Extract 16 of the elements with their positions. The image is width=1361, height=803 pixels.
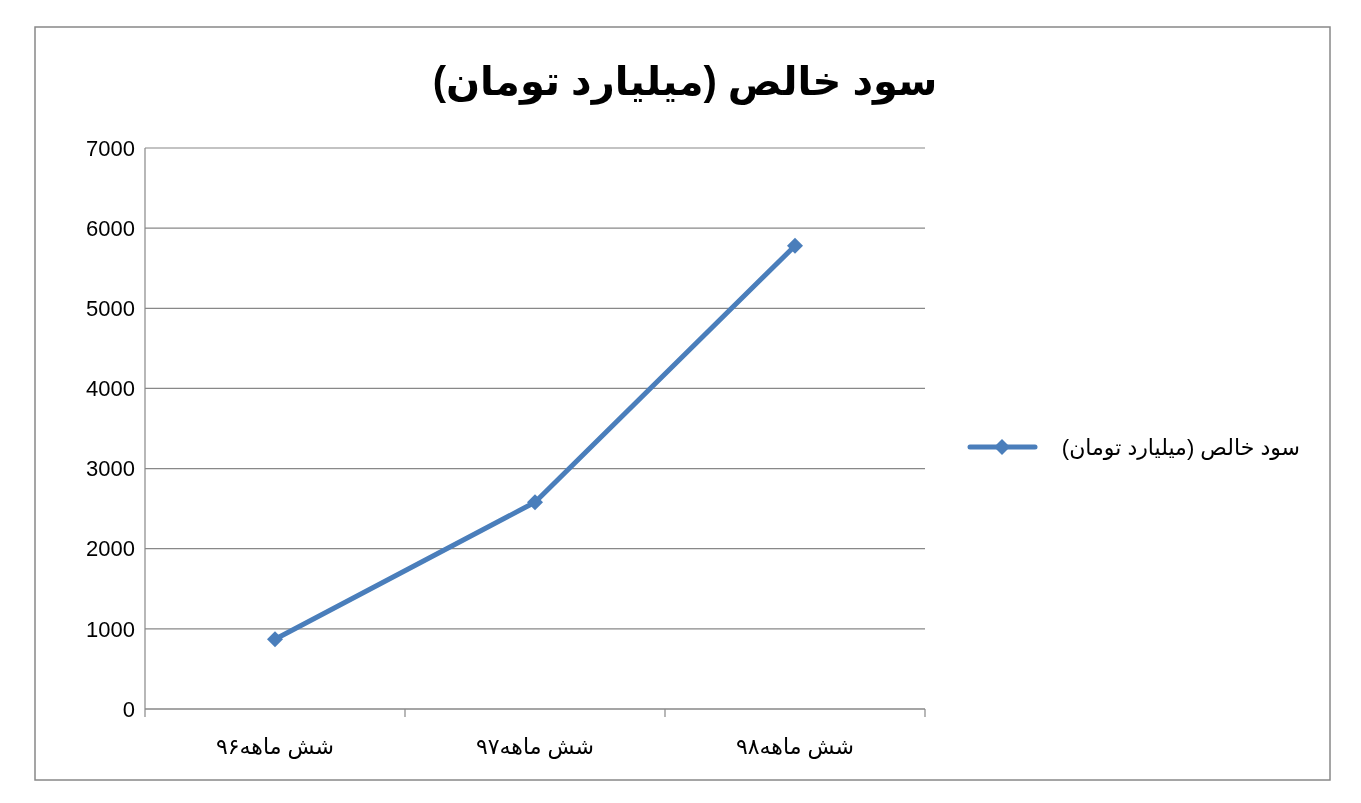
- legend-label: سود خالص (میلیارد تومان): [1061, 434, 1300, 461]
- y-tick-label: 1000: [86, 616, 135, 642]
- x-tick-label: شش ماهه۹۷: [475, 734, 595, 760]
- x-tick-label: شش ماهه۹۸: [735, 734, 855, 760]
- y-tick-label: 7000: [86, 135, 135, 161]
- point: [527, 494, 543, 511]
- y-tick-label: 5000: [86, 295, 135, 321]
- y-tick-label: 4000: [86, 376, 135, 402]
- x-tick-label: شش ماهه۹۶: [215, 734, 335, 760]
- y-tick-label: 3000: [86, 456, 135, 482]
- point: [267, 631, 283, 648]
- y-tick-label: 2000: [86, 536, 135, 562]
- point: [787, 237, 803, 254]
- y-tick-label: 0: [122, 696, 135, 722]
- y-tick-label: 6000: [86, 215, 135, 241]
- chart-title: سود خالص (میلیارد تومان): [432, 59, 938, 105]
